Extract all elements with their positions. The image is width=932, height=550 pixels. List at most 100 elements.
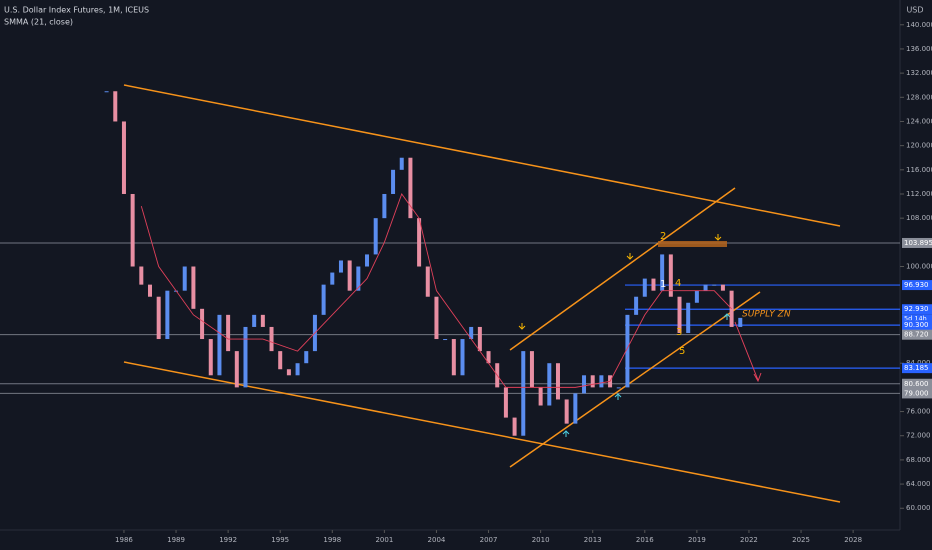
candle bbox=[165, 290, 170, 340]
candle bbox=[148, 284, 152, 297]
candle bbox=[443, 339, 448, 341]
y-tick-label: 124.000 bbox=[906, 117, 932, 125]
candle bbox=[382, 193, 387, 219]
supply-box bbox=[658, 241, 727, 247]
x-tick-label: 2001 bbox=[375, 536, 393, 544]
x-tick-label: 2010 bbox=[532, 536, 550, 544]
candle bbox=[286, 369, 291, 376]
x-tick-label: 1989 bbox=[167, 536, 185, 544]
annotation: 4 bbox=[675, 278, 681, 289]
down-arrows bbox=[518, 234, 722, 330]
candle bbox=[712, 284, 717, 286]
y-tick-label: 120.000 bbox=[906, 142, 932, 150]
candle bbox=[564, 399, 569, 424]
trend-line bbox=[123, 84, 841, 227]
y-tick-label: 72.000 bbox=[906, 432, 931, 440]
candle bbox=[573, 393, 578, 424]
candle bbox=[703, 284, 708, 291]
candle bbox=[234, 351, 239, 388]
candle bbox=[634, 296, 639, 315]
candle bbox=[104, 91, 109, 93]
candle bbox=[529, 351, 534, 388]
candle bbox=[191, 266, 196, 309]
y-tick-label: 136.000 bbox=[906, 45, 932, 53]
y-tick-label: 112.000 bbox=[906, 190, 932, 198]
level-label-box bbox=[902, 388, 932, 399]
candle bbox=[660, 254, 665, 291]
level-label: 83.185 bbox=[904, 364, 929, 372]
indicator-label: SMMA (21, close) bbox=[4, 18, 73, 27]
level-label: 88.720 bbox=[904, 331, 929, 339]
annotation: SUPPLY ZN bbox=[742, 310, 791, 320]
y-tick-label: 64.000 bbox=[906, 480, 931, 488]
candle bbox=[677, 296, 682, 333]
candle bbox=[694, 290, 699, 303]
x-tick-label: 2013 bbox=[584, 536, 602, 544]
candle bbox=[417, 218, 422, 267]
level-label: 90.300 bbox=[904, 321, 929, 329]
candle bbox=[399, 157, 404, 170]
candle bbox=[486, 351, 491, 364]
candle bbox=[503, 387, 508, 418]
candle bbox=[590, 375, 595, 388]
level-label: 92.930 bbox=[904, 305, 929, 313]
candle bbox=[226, 314, 231, 352]
candle bbox=[130, 193, 135, 267]
level-label: 103.895 bbox=[904, 239, 932, 247]
symbol-title: U.S. Dollar Index Futures, 1M, ICEUS bbox=[4, 6, 149, 15]
trend-line bbox=[509, 187, 736, 351]
candle bbox=[304, 351, 309, 364]
candle bbox=[408, 157, 413, 219]
currency: USD bbox=[906, 6, 923, 15]
candle bbox=[139, 266, 144, 285]
level-label: 96.930 bbox=[904, 281, 929, 289]
candle bbox=[121, 121, 126, 194]
candle bbox=[668, 254, 673, 297]
countdown-box bbox=[902, 314, 932, 324]
x-tick-label: 1995 bbox=[271, 536, 289, 544]
y-tick-label: 128.000 bbox=[906, 93, 932, 101]
projection-arrow bbox=[734, 321, 762, 383]
smma-line bbox=[140, 193, 732, 388]
y-tick-label: 60.000 bbox=[906, 504, 931, 512]
candle bbox=[295, 363, 300, 376]
candle bbox=[269, 326, 274, 352]
x-tick-label: 2028 bbox=[844, 536, 862, 544]
annotation: 1 bbox=[660, 279, 666, 290]
candle bbox=[365, 254, 370, 267]
candle bbox=[434, 296, 439, 340]
candle bbox=[616, 387, 621, 389]
annotation: 2 bbox=[660, 231, 666, 242]
candle bbox=[373, 218, 378, 255]
annotation: 3 bbox=[676, 327, 682, 338]
level-label-box bbox=[902, 304, 932, 315]
candle bbox=[260, 314, 265, 327]
drawings bbox=[123, 84, 841, 503]
up-arrows bbox=[562, 313, 731, 437]
candle bbox=[477, 326, 482, 352]
trend-line bbox=[509, 291, 761, 468]
candle bbox=[512, 417, 517, 436]
candle bbox=[547, 363, 552, 406]
y-tick-label: 68.000 bbox=[906, 456, 931, 464]
y-tick-label: 132.000 bbox=[906, 69, 932, 77]
candle bbox=[252, 314, 257, 327]
annotation: 5 bbox=[679, 346, 685, 357]
candle bbox=[356, 266, 361, 291]
level-label-box bbox=[902, 320, 932, 331]
x-tick-label: 1986 bbox=[115, 536, 133, 544]
candle bbox=[321, 284, 326, 315]
candle bbox=[686, 302, 691, 333]
candle bbox=[347, 260, 352, 291]
y-tick-label: 76.000 bbox=[906, 408, 931, 416]
candle bbox=[469, 326, 474, 340]
candle bbox=[182, 266, 187, 291]
y-tick-label: 140.000 bbox=[906, 21, 932, 29]
candle bbox=[425, 266, 430, 297]
x-tick-label: 2022 bbox=[740, 536, 758, 544]
x-tick-label: 2025 bbox=[792, 536, 810, 544]
plot bbox=[104, 91, 743, 436]
x-tick-label: 2016 bbox=[636, 536, 654, 544]
candle bbox=[338, 260, 343, 273]
